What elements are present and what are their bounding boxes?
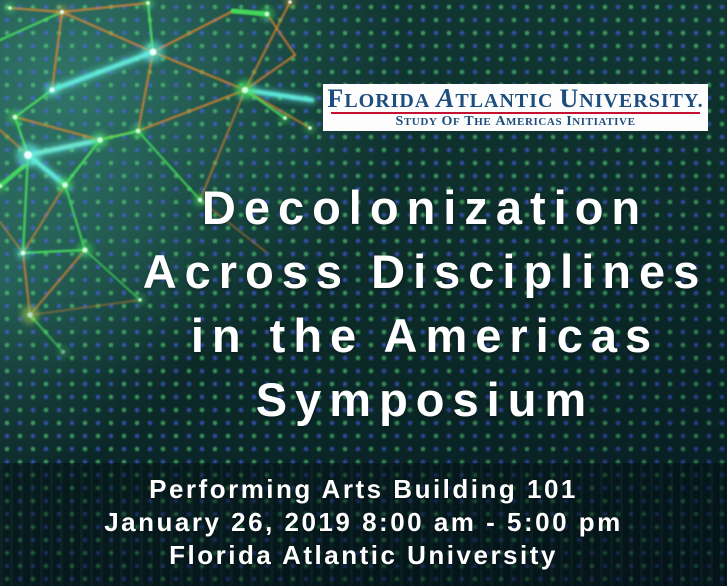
title-line-3: in the Americas [190,309,660,362]
detail-location: Performing Arts Building 101 [149,474,578,504]
logo-word-florida: FLORIDA [327,84,431,113]
event-title: Decolonization Across Disciplines in the… [130,176,720,432]
logo-word-university: UNIVERSITY. [559,84,704,113]
logo-sub-word: AMERICAS [495,114,563,129]
footer-dark-band [0,463,727,586]
network-mesh-graphic [0,0,340,430]
detail-institution: Florida Atlantic University [169,540,558,570]
title-line-4: Symposium [255,373,595,426]
fau-logo-subtitle: STUDY OF THE AMERICAS INITIATIVE [323,115,708,129]
logo-sub-word: OF [441,114,461,129]
title-line-2: Across Disciplines [142,245,708,298]
detail-datetime: January 26, 2019 8:00 am - 5:00 pm [104,507,623,537]
logo-sub-word: INITIATIVE [566,114,636,129]
fau-logo-title: FLORIDA ATLANTIC UNIVERSITY. [323,87,708,112]
logo-sub-word: THE [464,114,492,129]
logo-red-rule [331,112,700,114]
logo-word-atlantic: ATLANTIC [436,83,554,113]
event-details: Performing Arts Building 101 January 26,… [0,473,727,572]
logo-sub-word: STUDY [395,114,438,129]
fau-logo-banner: FLORIDA ATLANTIC UNIVERSITY. STUDY OF THE AME… [323,84,708,131]
title-line-1: Decolonization [201,181,649,234]
